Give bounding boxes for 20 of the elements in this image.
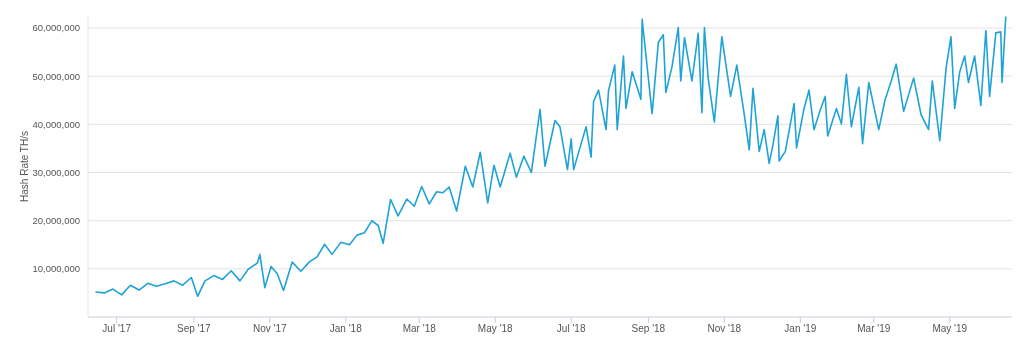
x-tick-label: Jan '18 [329,323,363,335]
y-tick-label: 40,000,000 [32,118,80,130]
y-axis-title: Hash Rate TH/s [18,131,30,202]
x-tick-label: Mar '18 [402,323,437,335]
x-tick-label: Sep '18 [631,323,666,335]
x-tick-label: Mar '19 [857,323,891,335]
line-series [94,16,1007,298]
x-tick-label: May '18 [477,323,513,335]
x-tick-label: Nov '17 [253,323,288,335]
y-tick-label: 20,000,000 [32,215,80,227]
x-tick-label: Nov '18 [707,323,742,335]
x-tick-label: Jul '18 [556,323,586,335]
x-tick-label: Jul '17 [102,323,132,335]
x-tick-label: Jan '19 [784,323,817,335]
y-tick-label: 50,000,000 [32,70,80,82]
x-tick-label: May '19 [932,323,968,335]
y-tick-label: 30,000,000 [32,166,80,178]
y-tick-label: 60,000,000 [32,22,80,34]
y-tick-label: 10,000,000 [32,263,80,275]
x-tick-label: Sep '17 [177,323,212,335]
